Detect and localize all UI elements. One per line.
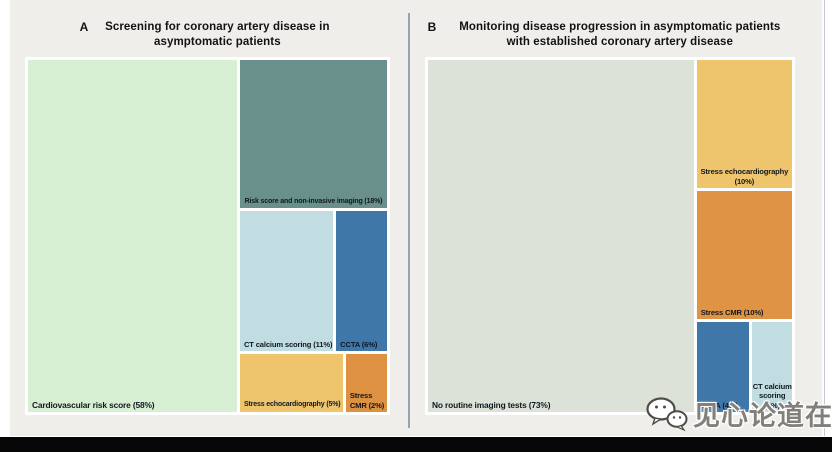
cell-cardiovascular-risk-score: Cardiovascular risk score (58%) [28,60,237,412]
panel-a-title: A Screening for coronary artery disease … [25,20,390,50]
cell-label: CT calcium scoring (11%) [243,339,333,349]
cell-stress-echocardiography: Stress echocardiography (10%) [696,60,792,189]
cell-no-routine-imaging-tests: No routine imaging tests (73%) [428,60,694,412]
cell-label: Stress echocardiography (5%) [243,401,341,409]
panel-b-letter: B [427,20,437,34]
cell-ct-calcium-scoring: CT calcium scoring (3%) [752,322,792,412]
treemap-b-bottom-row: CCTA (4%) CT calcium scoring (3%) [696,322,792,412]
treemap-panel-a: Cardiovascular risk score (58%) Risk sco… [25,57,390,415]
right-edge-line [824,0,825,436]
cell-stress-cmr: Stress CMR (2%) [345,354,387,412]
treemap-b-right-column: Stress echocardiography (10%) Stress CMR… [696,60,792,412]
cell-ccta: CCTA (4%) [696,322,750,412]
cell-ccta: CCTA (6%) [336,211,387,352]
bottom-bar [0,437,832,452]
panel-a-title-text: Screening for coronary artery disease in… [105,21,330,48]
cell-ct-calcium-scoring: CT calcium scoring (11%) [239,211,334,352]
cell-stress-echocardiography: Stress echocardiography (5%) [239,354,343,412]
cell-label: Stress CMR (10%) [700,307,764,317]
cell-label: Stress echocardiography (10%) [700,167,789,186]
cell-label: Cardiovascular risk score (58%) [32,399,155,410]
treemap-panel-b: No routine imaging tests (73%) Stress ec… [425,57,795,415]
treemap-a-middle-row: CT calcium scoring (11%) CCTA (6%) [239,211,387,352]
cell-stress-cmr: Stress CMR (10%) [696,191,792,320]
cell-label: Stress CMR (2%) [349,391,385,410]
cell-risk-score-and-non-invasive-imaging: Risk score and non-invasive imaging (18%… [239,60,387,209]
cell-label: Risk score and non-invasive imaging (18%… [244,197,383,205]
panel-a-letter: A [79,20,89,34]
panel-b-title: B Monitoring disease progression in asym… [425,20,795,50]
panel-divider [408,13,410,428]
cell-label: CCTA (6%) [340,339,378,349]
treemap-a-bottom-row: Stress echocardiography (5%) Stress CMR … [239,354,387,412]
cell-label: No routine imaging tests (73%) [432,399,551,410]
cell-label: CT calcium scoring (3%) [752,381,792,410]
treemap-a-right-column: Risk score and non-invasive imaging (18%… [239,60,387,412]
panel-b-title-text: Monitoring disease progression in asympt… [459,21,781,48]
cell-label: CCTA (4%) [700,400,738,410]
